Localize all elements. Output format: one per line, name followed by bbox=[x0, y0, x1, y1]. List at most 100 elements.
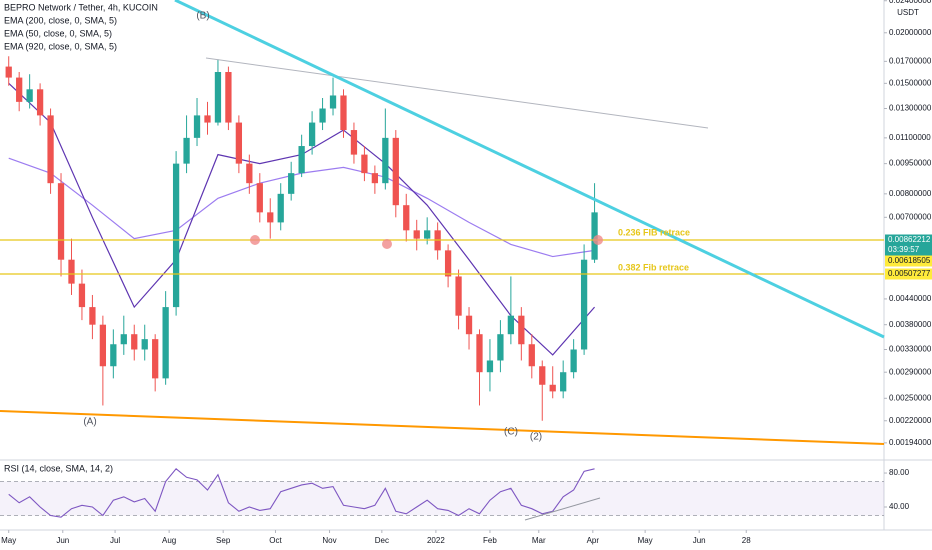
candle-body bbox=[162, 307, 169, 379]
candle-body bbox=[455, 276, 462, 316]
candle-body bbox=[539, 366, 546, 385]
y-tick-label: 0.00700000 bbox=[889, 212, 932, 221]
y-tick-label: 0.01500000 bbox=[889, 78, 932, 87]
candle-body bbox=[340, 95, 347, 131]
annotation: (B) bbox=[196, 11, 209, 22]
candle-body bbox=[350, 130, 358, 155]
x-tick-label: Oct bbox=[269, 536, 282, 545]
candle-body bbox=[256, 183, 263, 213]
candle-body bbox=[267, 212, 274, 223]
y-tick-label: 0.01100000 bbox=[889, 133, 931, 142]
x-tick-label: Mar bbox=[532, 536, 546, 545]
candle-body bbox=[193, 115, 201, 138]
candle-body bbox=[486, 360, 494, 373]
candle-body bbox=[36, 89, 44, 116]
rsi-title: RSI (14, close, SMA, 14, 2) bbox=[4, 463, 113, 473]
drawings bbox=[0, 0, 885, 521]
candle-body bbox=[47, 115, 54, 184]
x-tick-label: Dec bbox=[375, 536, 389, 545]
trend-line bbox=[0, 410, 885, 445]
x-tick-label: Jul bbox=[110, 536, 120, 545]
price-label-box bbox=[885, 268, 932, 280]
trend-line bbox=[205, 57, 709, 129]
candle-body bbox=[152, 339, 159, 379]
candle-body bbox=[560, 372, 567, 392]
candle-body bbox=[392, 137, 399, 206]
candle-body bbox=[235, 122, 243, 164]
x-tick-label: Aug bbox=[162, 536, 176, 545]
rsi-line bbox=[8, 468, 595, 518]
candle-body bbox=[518, 315, 525, 345]
x-tick-label: May bbox=[1, 536, 16, 545]
candle-body bbox=[57, 183, 65, 260]
y-tick-label: 40.00 bbox=[889, 502, 910, 511]
candle-body bbox=[131, 334, 138, 350]
candle-body bbox=[183, 137, 190, 164]
candle-body bbox=[16, 77, 23, 102]
y-tick-label: 0.00194000 bbox=[889, 438, 932, 447]
candle-body bbox=[403, 205, 410, 231]
candle-body bbox=[329, 95, 337, 109]
x-tick-label: Jun bbox=[56, 536, 69, 545]
candle-body bbox=[528, 344, 535, 367]
candle-body bbox=[591, 212, 598, 260]
marker bbox=[382, 239, 392, 249]
indicator-label: EMA (200, close, 0, SMA, 5) bbox=[4, 15, 117, 25]
candle-body bbox=[382, 137, 389, 184]
y-tick-label: 0.00330000 bbox=[889, 345, 932, 354]
x-tick-label: Apr bbox=[587, 536, 600, 545]
indicator-label: EMA (50, close, 0, SMA, 5) bbox=[4, 28, 112, 38]
candle-body bbox=[204, 115, 211, 123]
y-tick-label: 0.00290000 bbox=[889, 367, 932, 376]
candle-body bbox=[120, 334, 127, 345]
annotation: 0.382 Fib retrace bbox=[618, 262, 689, 272]
annotation: (C) bbox=[504, 427, 518, 438]
candle-body bbox=[413, 230, 420, 239]
x-tick-label: Sep bbox=[216, 536, 231, 545]
currency: USDT bbox=[897, 8, 919, 17]
candle-body bbox=[68, 259, 75, 284]
candle-body bbox=[465, 315, 473, 335]
y-tick-label: 0.00440000 bbox=[889, 294, 932, 303]
candle-body bbox=[298, 146, 305, 174]
candle-body bbox=[5, 66, 12, 78]
x-tick-label: Jun bbox=[693, 536, 706, 545]
y-tick-label: 0.00950000 bbox=[889, 159, 932, 168]
candle-body bbox=[476, 334, 483, 373]
x-tick-label: 2022 bbox=[427, 536, 445, 545]
candle-body bbox=[497, 334, 504, 361]
candle-body bbox=[308, 122, 316, 147]
y-tick-label: 80.00 bbox=[889, 468, 910, 477]
y-tick-label: 0.01700000 bbox=[889, 56, 932, 65]
candle-body bbox=[78, 283, 86, 308]
candle-body bbox=[110, 344, 117, 367]
y-tick-label: 0.01300000 bbox=[889, 104, 932, 113]
y-tick-label: 0.02400000 bbox=[889, 0, 932, 5]
price-label: 0.00618505 bbox=[888, 256, 931, 265]
price-label-box bbox=[885, 244, 932, 256]
price-label: 0.00862212 bbox=[888, 235, 931, 244]
y-tick-label: 0.02000000 bbox=[889, 28, 932, 37]
candle-body bbox=[371, 173, 379, 184]
x-tick-label: 28 bbox=[742, 536, 751, 545]
candle-body bbox=[225, 72, 232, 123]
price-label: 0.00507277 bbox=[888, 269, 931, 278]
candle-body bbox=[214, 72, 222, 123]
candle-body bbox=[507, 315, 515, 335]
candle-body bbox=[172, 163, 180, 308]
candle-body bbox=[141, 339, 148, 350]
x-tick-label: Feb bbox=[483, 536, 497, 545]
candle-body bbox=[288, 173, 295, 194]
candle-body bbox=[580, 259, 588, 350]
candle-body bbox=[361, 154, 368, 174]
marker bbox=[593, 235, 603, 245]
rsi-trend-line bbox=[524, 497, 601, 521]
rsi-band-fill bbox=[0, 481, 884, 516]
candle-body bbox=[26, 89, 33, 102]
price-label-box bbox=[885, 234, 932, 246]
annotation: 0.236 FIB retrace bbox=[618, 227, 690, 237]
candle-body bbox=[424, 230, 431, 239]
price-label: 03:39:57 bbox=[888, 245, 920, 254]
